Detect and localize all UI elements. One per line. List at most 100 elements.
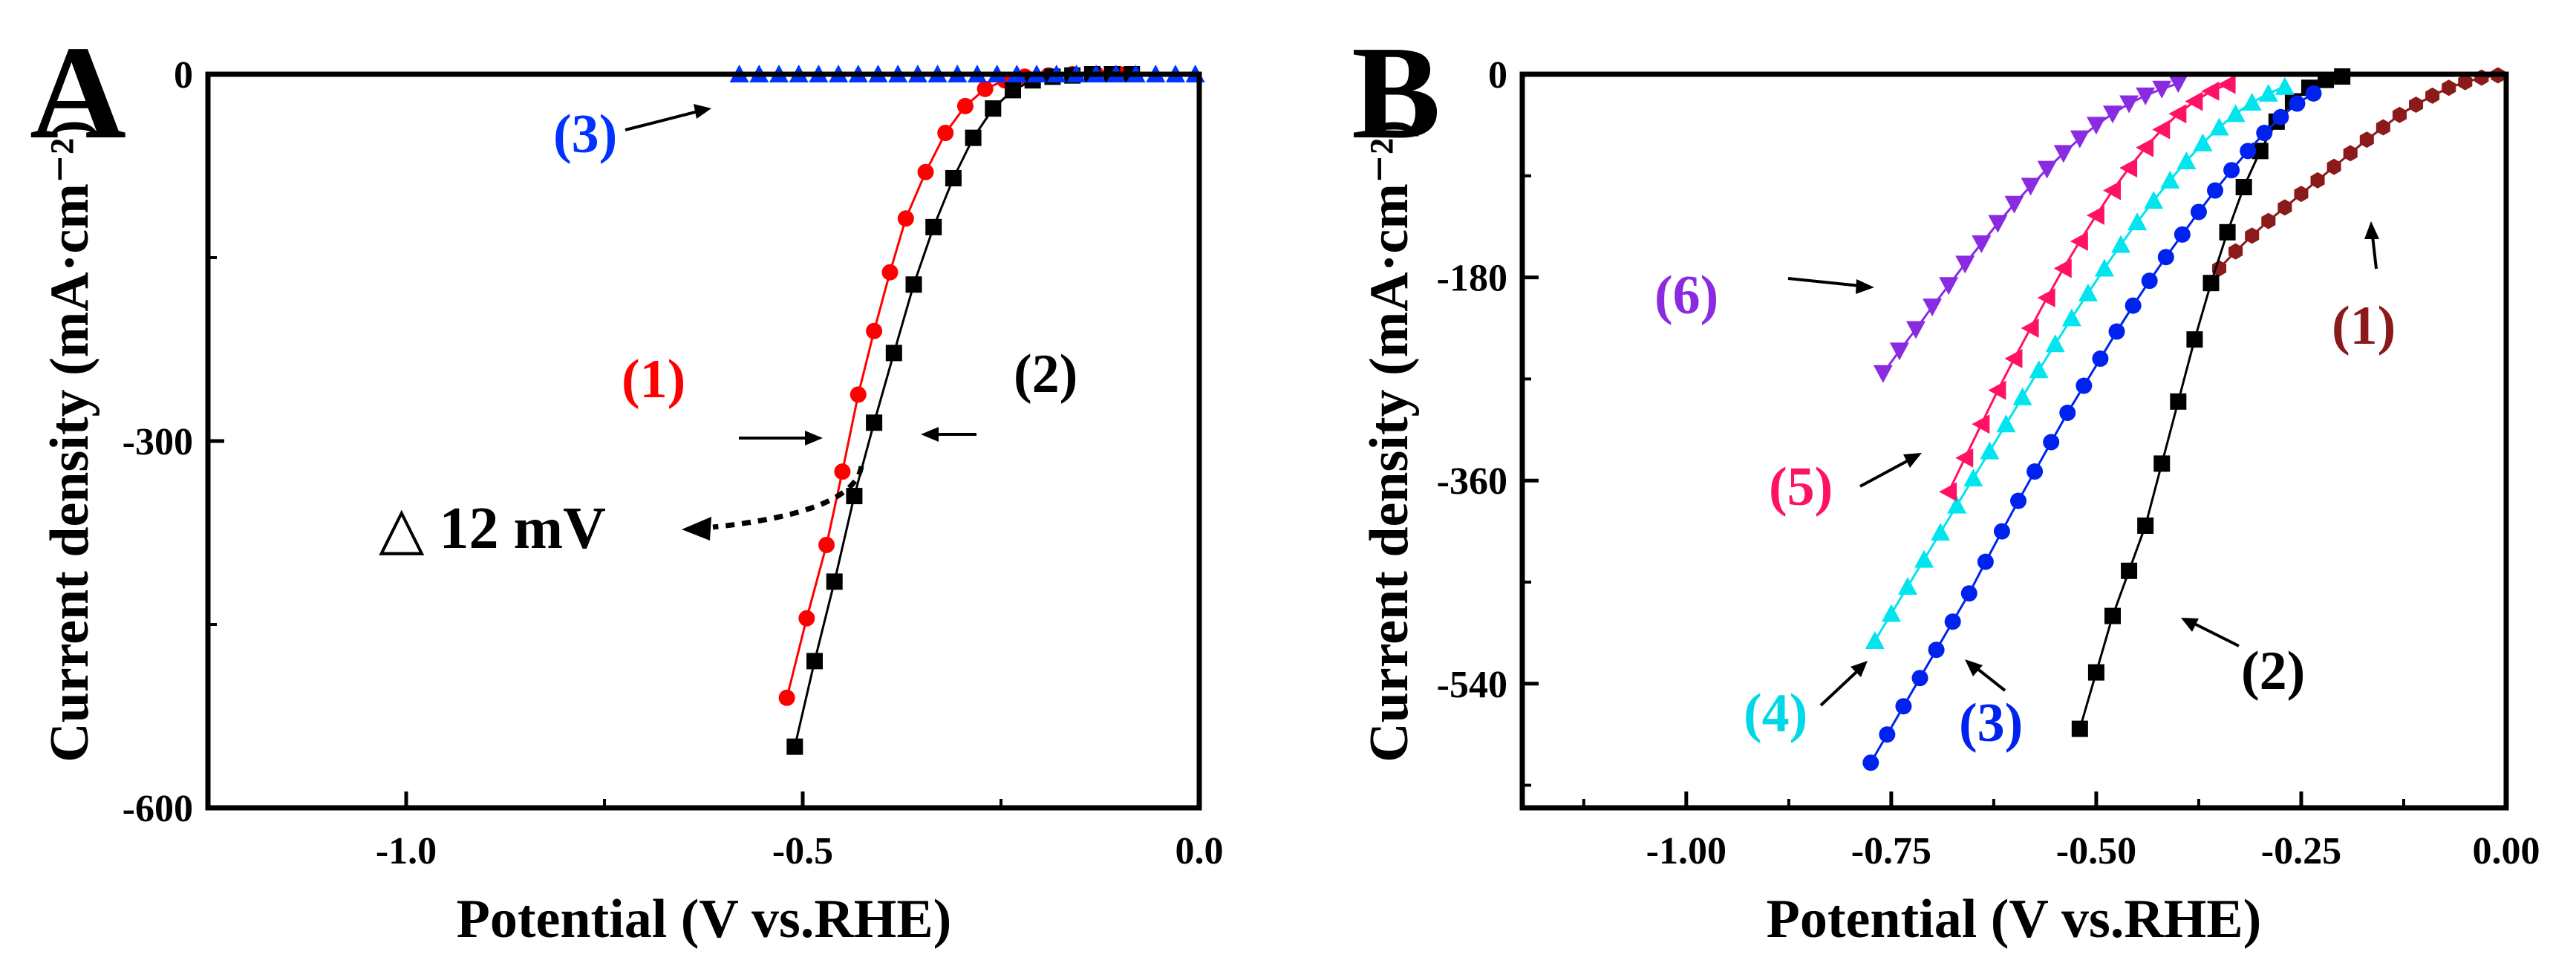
series-5-point (2086, 206, 2104, 225)
series-1-point (2376, 119, 2390, 136)
series-4-point (2242, 93, 2262, 111)
panel-a-annot-2: (2) (1014, 344, 1077, 405)
series-1-point (834, 463, 851, 480)
series-5-point (2053, 258, 2072, 278)
series-2-line (793, 73, 1132, 748)
series-6-point (1939, 277, 1959, 296)
series-5-point (1972, 414, 1990, 434)
series-3-point (2305, 85, 2322, 102)
series-4-point (2127, 212, 2148, 231)
series-1-point (897, 210, 914, 227)
series-4-point (2078, 283, 2098, 301)
series-6-point (2037, 160, 2057, 179)
panel-b-axes: -1.00 -0.75 -0.50 -0.25 0.00 0 -180 -360 -540 (1437, 54, 2540, 872)
x-tick-label: 0.00 (2473, 830, 2540, 872)
panel-b-xlabel: Potential (V vs.RHE) (1767, 889, 2262, 950)
series-4-point (1914, 549, 1934, 568)
series-4-point (2226, 104, 2246, 123)
series-1-point (818, 536, 835, 553)
series-3-point (2223, 162, 2240, 179)
panel-a-axes: -1.0 -0.5 0.0 0 -300 -600 (123, 54, 1224, 872)
panel-a-annot-delta: △ 12 mV (379, 496, 606, 561)
series-1-point (2228, 243, 2243, 260)
panel-b-frame (1519, 71, 2509, 811)
series-5-point (2136, 137, 2154, 157)
series-1-point (2425, 87, 2440, 104)
series-1-point (850, 386, 867, 403)
panel-a-series (729, 65, 1205, 755)
x-tick-label: -1.00 (1646, 830, 1726, 872)
series-5-point (2070, 231, 2088, 251)
series-4-point (1980, 441, 2000, 460)
series-1-point (798, 610, 815, 627)
series-5-point (1955, 448, 1974, 468)
series-4-point (2144, 191, 2164, 209)
series-3-point (2157, 249, 2174, 266)
series-2-point (885, 345, 902, 362)
x-tick-label: -0.50 (2056, 830, 2136, 872)
series-2-point (925, 218, 942, 235)
y-tick-label: 0 (174, 54, 193, 97)
series-1-point (976, 80, 994, 97)
series-6 (1873, 75, 2188, 383)
series-6-point (1906, 321, 1926, 339)
series-4-point (1931, 523, 1951, 541)
series-6-point (2053, 145, 2073, 163)
series-5-point (1939, 482, 1957, 502)
panel-b-annot-1: (1) (2332, 296, 2396, 356)
series-6-point (1873, 365, 1893, 383)
series-2-point (866, 414, 883, 431)
series-6-point (2103, 105, 2122, 124)
series-5-point (2037, 287, 2055, 307)
series-6-point (1923, 298, 1943, 317)
panel-b: B -1.00 -0.75 -0.50 -0.25 0.000-180-360-540 … (1351, 19, 2540, 950)
series-1-point (2326, 158, 2341, 175)
panel-b-arrows (1787, 221, 2379, 707)
series-2 (2071, 68, 2351, 737)
series-3-point (2010, 492, 2027, 509)
series-3-point (2289, 95, 2306, 112)
series-4-point (2275, 76, 2295, 95)
series-5 (1939, 74, 2236, 502)
series-2-point (786, 738, 803, 755)
x-tick-label: -1.0 (376, 830, 437, 872)
y-tick-label: 0 (1488, 54, 1507, 97)
series-6-point (2021, 177, 2041, 196)
series-4-point (1947, 495, 1967, 514)
y-tick-label: -180 (1437, 258, 1507, 300)
x-tick-label: -0.25 (2261, 830, 2341, 872)
series-2 (786, 66, 1141, 755)
series-1-point (956, 97, 974, 114)
series-5-point (2152, 120, 2171, 140)
series-6-point (2168, 75, 2188, 94)
series-4-point (2193, 133, 2213, 151)
series-5-point (2168, 104, 2187, 124)
y-tick-label: -360 (1437, 460, 1507, 503)
panel-b-annot-6: (6) (1654, 265, 1718, 326)
y-tick-label: -600 (123, 788, 193, 830)
series-1-point (2261, 212, 2276, 229)
series-6-point (2070, 130, 2090, 148)
series-5-point (2021, 319, 2039, 338)
x-tick-label: -0.5 (772, 830, 833, 872)
series-2-point (945, 169, 962, 186)
series-2-point (2137, 518, 2154, 534)
series-2-point (2170, 393, 2187, 410)
series-6-point (1889, 342, 1909, 361)
series-3-point (2190, 203, 2207, 221)
series-1-point (2310, 172, 2325, 189)
series-2-point (806, 653, 824, 670)
series-3-point (1977, 553, 1994, 570)
series-3-point (1862, 754, 1879, 771)
series-3-point (1928, 642, 1945, 659)
series-3-point (2141, 272, 2158, 290)
series-4-point (2176, 151, 2197, 170)
series-4-point (1996, 414, 2016, 433)
series-4-line (1874, 85, 2286, 642)
series-4-point (2029, 360, 2049, 379)
series-3-point (2240, 143, 2257, 160)
series-3 (1862, 85, 2322, 771)
series-2-point (2104, 607, 2121, 624)
panel-a-ylabel: Current density (mA·cm⁻²) (39, 120, 100, 763)
series-1-point (2343, 145, 2358, 162)
